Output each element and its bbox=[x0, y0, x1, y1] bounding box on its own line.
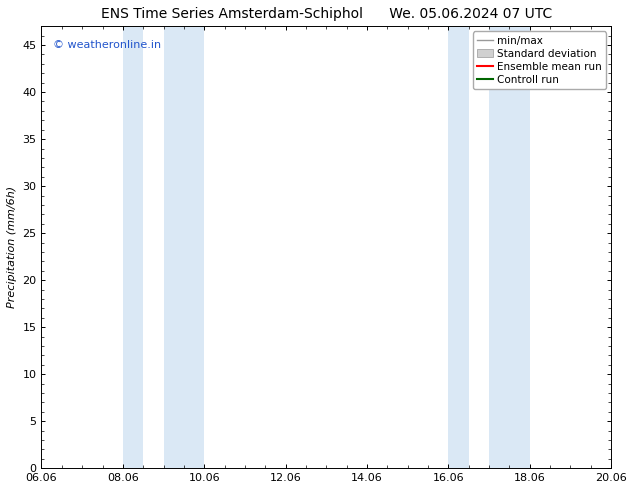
Legend: min/max, Standard deviation, Ensemble mean run, Controll run: min/max, Standard deviation, Ensemble me… bbox=[473, 31, 606, 89]
Text: © weatheronline.in: © weatheronline.in bbox=[53, 40, 161, 49]
Bar bbox=[489, 26, 530, 468]
Title: ENS Time Series Amsterdam-Schiphol      We. 05.06.2024 07 UTC: ENS Time Series Amsterdam-Schiphol We. 0… bbox=[101, 7, 552, 21]
Bar bbox=[448, 26, 469, 468]
Y-axis label: Precipitation (mm/6h): Precipitation (mm/6h) bbox=[7, 186, 17, 308]
Bar bbox=[123, 26, 143, 468]
Bar bbox=[164, 26, 204, 468]
